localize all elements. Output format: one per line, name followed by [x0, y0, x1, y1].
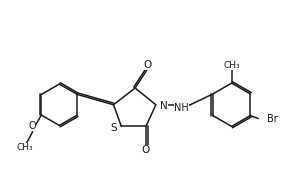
- Text: CH₃: CH₃: [223, 61, 240, 71]
- Text: N: N: [160, 101, 168, 111]
- Text: CH₃: CH₃: [16, 142, 33, 151]
- Text: Br: Br: [267, 113, 278, 124]
- Text: S: S: [111, 123, 117, 133]
- Text: O: O: [29, 121, 36, 131]
- Text: NH: NH: [174, 103, 189, 113]
- Text: O: O: [144, 61, 152, 71]
- Text: O: O: [142, 145, 150, 155]
